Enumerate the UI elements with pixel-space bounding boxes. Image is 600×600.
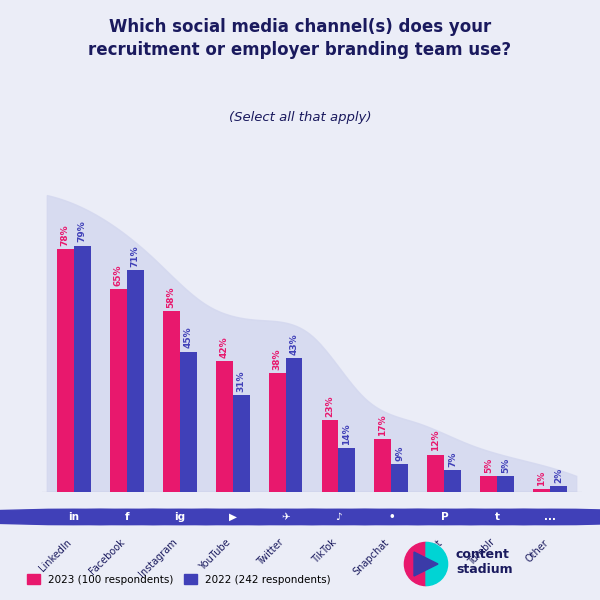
Text: ▶: ▶ [229, 512, 236, 522]
Bar [338, 448, 355, 492]
Text: Snapchat: Snapchat [352, 537, 391, 577]
Text: 23%: 23% [325, 395, 335, 417]
Bar [74, 245, 91, 492]
Polygon shape [47, 196, 577, 492]
Wedge shape [404, 542, 426, 586]
Text: 58%: 58% [167, 286, 176, 308]
Text: ♪: ♪ [335, 512, 342, 522]
Text: Which social media channel(s) does your
recruitment or employer branding team us: Which social media channel(s) does your … [88, 18, 512, 59]
Text: 78%: 78% [61, 224, 70, 245]
Text: 5%: 5% [484, 458, 493, 473]
Bar [322, 420, 338, 492]
Circle shape [313, 509, 575, 524]
Bar [550, 486, 567, 492]
Text: Facebook: Facebook [87, 537, 127, 577]
Legend: 2023 (100 respondents), 2022 (242 respondents): 2023 (100 respondents), 2022 (242 respon… [23, 570, 335, 589]
Text: in: in [68, 512, 79, 522]
Text: 12%: 12% [431, 430, 440, 451]
Bar [215, 361, 233, 492]
Text: t: t [495, 512, 500, 522]
Text: LinkedIn: LinkedIn [38, 537, 74, 574]
Text: ...: ... [544, 512, 556, 522]
Text: 9%: 9% [395, 445, 404, 461]
Text: 43%: 43% [290, 333, 299, 355]
Bar [445, 470, 461, 492]
Text: 5%: 5% [501, 458, 510, 473]
Text: content
stadium: content stadium [456, 548, 512, 576]
Text: 7%: 7% [448, 452, 457, 467]
Text: Other: Other [524, 537, 550, 564]
Text: 2%: 2% [554, 467, 563, 482]
Wedge shape [426, 542, 448, 586]
Bar [110, 289, 127, 492]
Circle shape [208, 509, 470, 524]
Text: 17%: 17% [379, 414, 388, 436]
Text: Twitter: Twitter [256, 537, 286, 568]
Circle shape [366, 509, 600, 524]
Bar [57, 248, 74, 492]
Bar [374, 439, 391, 492]
Polygon shape [414, 552, 438, 576]
Circle shape [155, 509, 416, 524]
Text: 79%: 79% [78, 221, 87, 242]
Text: YouTube: YouTube [197, 537, 233, 572]
Text: 38%: 38% [272, 349, 281, 370]
Text: 65%: 65% [114, 265, 123, 286]
Circle shape [0, 509, 205, 524]
Bar [233, 395, 250, 492]
Bar [127, 271, 143, 492]
Text: Pinterest: Pinterest [407, 537, 445, 575]
Circle shape [260, 509, 523, 524]
Text: P: P [440, 512, 448, 522]
Text: 45%: 45% [184, 327, 193, 349]
Circle shape [101, 509, 364, 524]
Bar [427, 455, 445, 492]
Text: ig: ig [174, 512, 185, 522]
Text: 42%: 42% [220, 336, 229, 358]
Text: •: • [388, 512, 395, 522]
Bar [481, 476, 497, 492]
Text: TikTok: TikTok [310, 537, 338, 565]
Text: Instagram: Instagram [137, 537, 179, 580]
Text: ✈: ✈ [281, 512, 290, 522]
Bar [533, 489, 550, 492]
Bar [391, 464, 409, 492]
Text: Tumblr: Tumblr [467, 537, 497, 568]
Text: 1%: 1% [537, 470, 546, 486]
Bar [497, 476, 514, 492]
Text: (Select all that apply): (Select all that apply) [229, 111, 371, 124]
Bar [269, 373, 286, 492]
Text: 71%: 71% [131, 246, 140, 268]
Bar [179, 352, 197, 492]
Circle shape [49, 509, 311, 524]
Circle shape [0, 509, 258, 524]
Bar [286, 358, 302, 492]
Text: 31%: 31% [236, 371, 245, 392]
Bar [163, 311, 179, 492]
Text: 14%: 14% [343, 424, 352, 445]
Circle shape [419, 509, 600, 524]
Text: f: f [124, 512, 129, 522]
